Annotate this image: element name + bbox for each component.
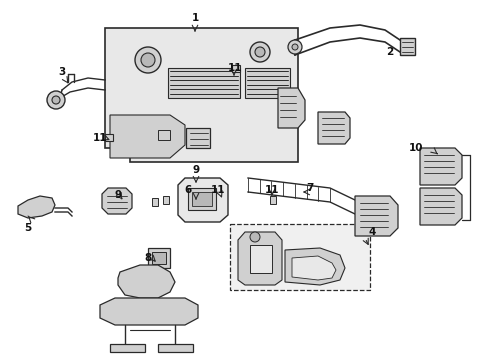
Text: 3: 3 [58, 67, 65, 77]
Circle shape [287, 40, 302, 54]
Bar [269, 196, 275, 204]
Polygon shape [419, 148, 461, 185]
Polygon shape [317, 112, 349, 144]
Polygon shape [238, 232, 282, 285]
Circle shape [254, 47, 264, 57]
Bar [168, 68, 240, 98]
Bar [249, 245, 271, 273]
Text: 8: 8 [144, 253, 151, 263]
Text: 4: 4 [367, 227, 375, 237]
Polygon shape [110, 115, 184, 158]
Circle shape [141, 53, 155, 67]
Text: 11: 11 [264, 185, 279, 195]
Polygon shape [229, 224, 369, 290]
Text: 1: 1 [191, 13, 198, 23]
Text: 2: 2 [386, 47, 393, 57]
Text: 6: 6 [184, 185, 191, 195]
Circle shape [47, 91, 65, 109]
Circle shape [291, 44, 297, 50]
Polygon shape [399, 38, 414, 55]
Polygon shape [291, 256, 335, 280]
Bar [192, 192, 212, 206]
Polygon shape [18, 196, 55, 218]
Bar [231, 65, 240, 72]
Bar [158, 344, 193, 352]
Circle shape [249, 42, 269, 62]
Text: 9: 9 [114, 190, 122, 200]
Polygon shape [278, 88, 305, 128]
Text: 11: 11 [93, 133, 107, 143]
Bar [152, 198, 158, 206]
Bar [244, 68, 289, 98]
Circle shape [249, 232, 260, 242]
Bar [110, 344, 145, 352]
Polygon shape [185, 128, 209, 148]
Polygon shape [105, 28, 297, 162]
Bar [158, 130, 170, 140]
Text: 7: 7 [305, 183, 313, 193]
Polygon shape [354, 196, 397, 236]
Text: 11: 11 [227, 63, 242, 73]
Bar [148, 248, 170, 268]
Bar [187, 188, 216, 210]
Polygon shape [118, 265, 175, 298]
Bar [152, 252, 165, 264]
Polygon shape [419, 188, 461, 225]
Text: 9: 9 [192, 165, 199, 175]
Circle shape [135, 47, 161, 73]
Text: 10: 10 [408, 143, 423, 153]
Text: 11: 11 [210, 185, 225, 195]
Polygon shape [102, 188, 132, 214]
Circle shape [52, 96, 60, 104]
Text: 5: 5 [24, 223, 32, 233]
Polygon shape [285, 248, 345, 285]
Polygon shape [100, 298, 198, 325]
Bar [163, 196, 169, 204]
Bar [105, 134, 113, 141]
Polygon shape [178, 178, 227, 222]
